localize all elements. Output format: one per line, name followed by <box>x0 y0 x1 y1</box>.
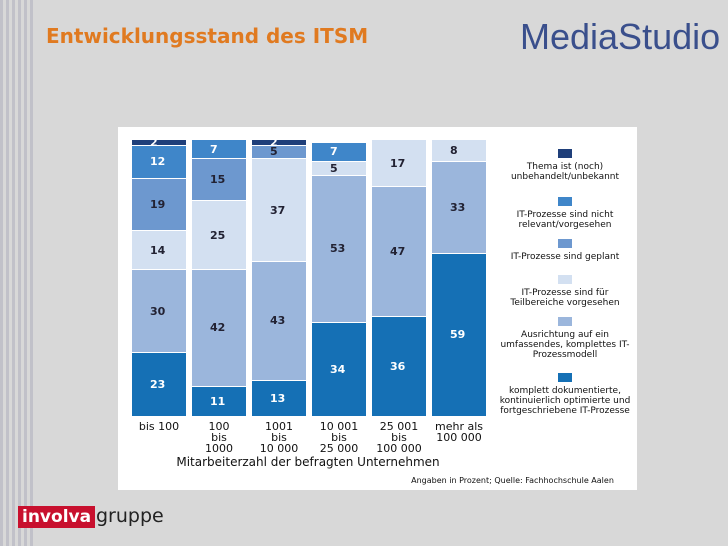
slide-title: Entwicklungsstand des ITSM <box>46 24 369 48</box>
data-label: 33 <box>450 200 466 214</box>
bar-segment <box>312 162 366 175</box>
data-label: 36 <box>390 360 406 374</box>
x-tick-label: mehr als 100 000 <box>434 420 483 444</box>
legend-swatch <box>558 373 572 382</box>
bar-segment <box>252 145 306 159</box>
decoration <box>0 0 36 546</box>
data-label: 12 <box>150 155 166 169</box>
logo: MediaStudio <box>520 16 721 57</box>
bar-segment <box>252 380 306 416</box>
bar-segment <box>132 140 186 145</box>
bar-segment <box>432 140 486 162</box>
data-label: 2 <box>150 135 158 149</box>
data-label: 19 <box>150 198 166 212</box>
bar-segment <box>372 317 426 416</box>
data-label: 2 <box>270 135 278 149</box>
bar-segment <box>432 162 486 253</box>
x-tick-label: 100 bis 1000 <box>205 420 233 455</box>
bar-segment <box>192 270 246 386</box>
logo-right: gruppe <box>96 505 164 527</box>
data-label: 37 <box>270 203 286 217</box>
data-label: 42 <box>210 321 226 335</box>
data-label: 30 <box>150 304 166 318</box>
bar-segment <box>132 231 186 270</box>
data-label: 59 <box>450 328 466 342</box>
data-label: 7 <box>330 145 338 159</box>
bar-segment <box>372 187 426 317</box>
legend-label: IT-Prozesse sind geplant <box>510 252 620 262</box>
bar-segment <box>432 253 486 416</box>
data-label: 34 <box>330 362 346 376</box>
legend-swatch <box>558 239 572 248</box>
data-label: 5 <box>330 162 338 176</box>
legend-swatch <box>558 317 572 326</box>
bar-segment <box>132 270 186 353</box>
data-label: 17 <box>390 156 406 170</box>
bar-segment <box>132 178 186 231</box>
legend-swatch <box>558 197 572 206</box>
bar-segment <box>192 386 246 416</box>
bar-segment <box>312 176 366 322</box>
legend-label: komplett dokumentierte, kontinuierlich o… <box>499 386 631 416</box>
bar-segment <box>252 261 306 380</box>
data-label: 8 <box>450 144 458 158</box>
data-label: 7 <box>210 142 218 156</box>
x-tick-label: 10 001 bis 25 000 <box>319 420 359 455</box>
bar-segment <box>312 142 366 162</box>
data-label: 53 <box>330 242 346 256</box>
data-label: 23 <box>150 378 166 392</box>
bar-segment <box>312 322 366 416</box>
bar-segment <box>132 353 186 416</box>
data-label: 13 <box>270 391 286 405</box>
x-axis-label: Mitarbeiterzahl der befragten Unternehme… <box>176 455 440 469</box>
legend-swatch <box>558 149 572 158</box>
logo-left: involva <box>18 506 96 528</box>
bar-segment <box>192 200 246 270</box>
x-tick-label: 1001 bis 10 000 <box>259 420 299 455</box>
bar-segment <box>252 159 306 261</box>
data-label: 5 <box>270 145 278 159</box>
legend-label: IT-Prozesse sind für Teilbereiche vorges… <box>510 288 620 308</box>
x-tick-label: bis 100 <box>138 420 180 433</box>
x-tick-label: 25 001 bis 100 000 <box>376 420 422 455</box>
bar-segment <box>372 140 426 187</box>
chart: 23 30 14 19 12 2 bis 100 11 42 25 15 7 100 bis 1000 1… <box>118 127 637 490</box>
data-label: 47 <box>390 245 406 259</box>
data-label: 11 <box>210 394 226 408</box>
legend-label: Ausrichtung auf ein umfassendes, komplet… <box>500 330 630 360</box>
legend-label: Thema ist (noch) unbehandelt/unbekannt <box>510 162 620 182</box>
data-label: 43 <box>270 314 286 328</box>
bar-segment <box>192 159 246 200</box>
bar-segment <box>132 145 186 178</box>
data-label: 15 <box>210 173 226 187</box>
legend-swatch <box>558 275 572 284</box>
data-label: 14 <box>150 243 166 257</box>
legend-label: IT-Prozesse sind nicht relevant/vorgeseh… <box>516 210 614 230</box>
data-label: 25 <box>210 228 226 242</box>
bar-segment <box>192 140 246 159</box>
source: Angaben in Prozent; Quelle: Fachhochschu… <box>411 476 614 485</box>
bar-segment <box>252 140 306 145</box>
